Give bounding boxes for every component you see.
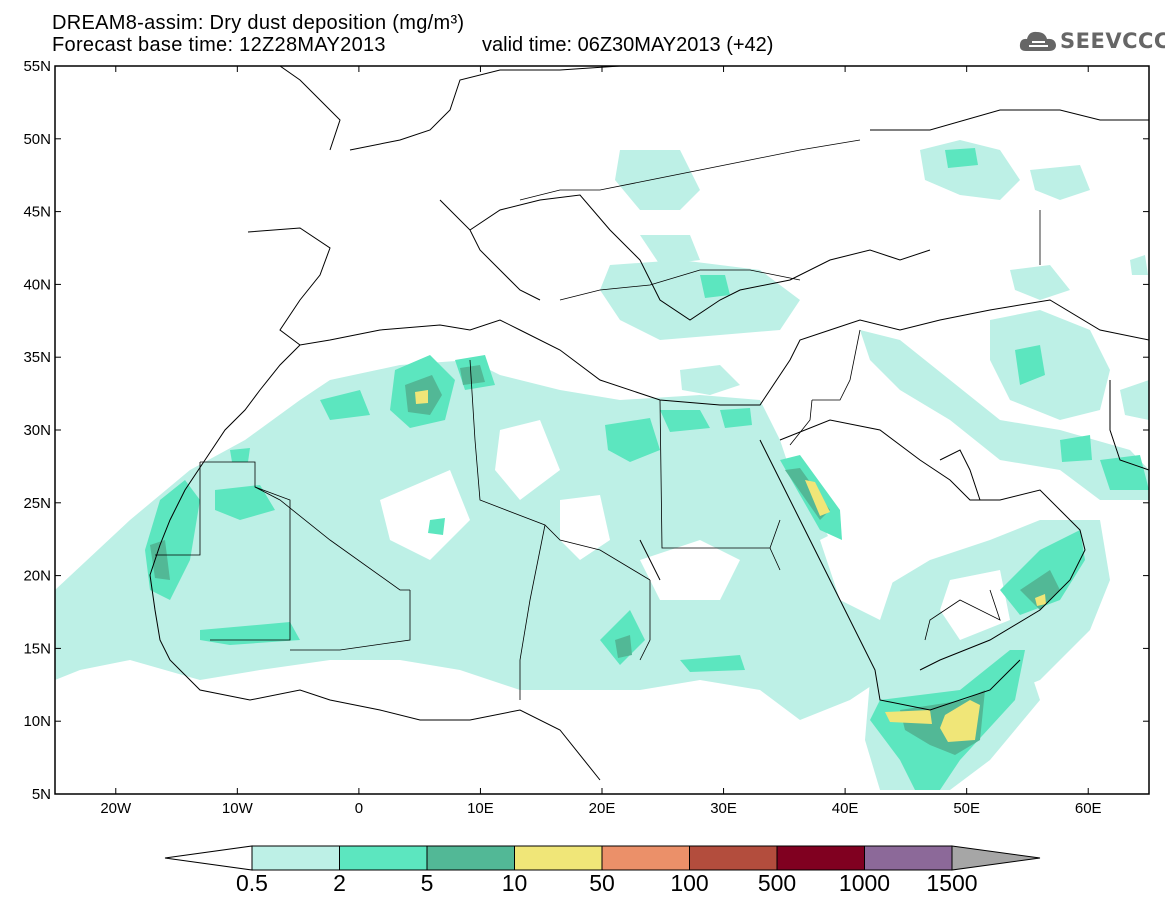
colorbar-label: 0.5 bbox=[236, 870, 268, 896]
lat-tick-label: 55N bbox=[23, 58, 51, 75]
colorbar-labels: 0.5 2 5 10 50 100 500 1000 1500 bbox=[236, 870, 978, 896]
colorbar-low-arrow bbox=[164, 845, 253, 871]
country-borders bbox=[155, 139, 1041, 700]
longitude-axis: 20W 10W 0 10E 20E 30E 40E 50E 60E bbox=[100, 66, 1102, 817]
colorbar-label: 1500 bbox=[926, 870, 977, 896]
title-valid-time: valid time: 06Z30MAY2013 (+42) bbox=[482, 34, 774, 56]
colorbar-box bbox=[689, 845, 778, 871]
lat-tick-label: 5N bbox=[32, 786, 51, 803]
lon-tick-label: 60E bbox=[1075, 800, 1102, 817]
lat-tick-label: 30N bbox=[23, 422, 51, 439]
lat-tick-label: 40N bbox=[23, 276, 51, 293]
lat-tick-label: 15N bbox=[23, 640, 51, 657]
lat-tick-label: 50N bbox=[23, 131, 51, 148]
lon-tick-label: 10W bbox=[222, 800, 254, 817]
lon-tick-label: 10E bbox=[467, 800, 494, 817]
lat-tick-label: 20N bbox=[23, 568, 51, 585]
lat-tick-label: 25N bbox=[23, 495, 51, 512]
colorbar-box bbox=[776, 845, 865, 871]
title-variable: DREAM8-assim: Dry dust deposition (mg/m³… bbox=[52, 12, 465, 34]
colorbar-box bbox=[251, 845, 340, 871]
colorbar-box bbox=[864, 845, 953, 871]
colorbar-label: 10 bbox=[502, 870, 528, 896]
contour-10-50 bbox=[415, 390, 1046, 742]
lat-tick-label: 45N bbox=[23, 204, 51, 221]
logo-text: SEEVCCC bbox=[1060, 29, 1165, 53]
colorbar-label: 1000 bbox=[839, 870, 890, 896]
colorbar-box bbox=[339, 845, 428, 871]
colorbar-label: 50 bbox=[589, 870, 615, 896]
colorbar-label: 500 bbox=[758, 870, 796, 896]
contour-gaps bbox=[200, 350, 1010, 640]
lon-tick-label: 0 bbox=[355, 800, 363, 817]
lat-tick-label: 35N bbox=[23, 349, 51, 366]
colorbar-high-arrow bbox=[951, 845, 1041, 871]
colorbar-box bbox=[426, 845, 515, 871]
coastlines-and-borders bbox=[149, 66, 1149, 781]
lat-tick-label: 10N bbox=[23, 713, 51, 730]
lon-tick-label: 40E bbox=[832, 800, 859, 817]
lon-tick-label: 50E bbox=[953, 800, 980, 817]
colorbar-label: 100 bbox=[670, 870, 708, 896]
colorbar: 0.5 2 5 10 50 100 500 1000 1500 bbox=[164, 845, 1041, 896]
colorbar-boxes bbox=[251, 845, 953, 871]
deposition-contours bbox=[55, 140, 1149, 790]
cloud-icon bbox=[1019, 31, 1056, 51]
lon-tick-label: 30E bbox=[710, 800, 737, 817]
latitude-axis: 5N 10N 15N 20N 25N 30N 35N 40N 45N 50N 55N bbox=[23, 58, 1149, 803]
lon-tick-label: 20W bbox=[100, 800, 132, 817]
colorbar-label: 5 bbox=[421, 870, 434, 896]
colorbar-box bbox=[601, 845, 690, 871]
colorbar-label: 2 bbox=[333, 870, 346, 896]
title-base-time: Forecast base time: 12Z28MAY2013 bbox=[52, 34, 386, 56]
lon-tick-label: 20E bbox=[589, 800, 616, 817]
colorbar-box bbox=[514, 845, 603, 871]
seevccc-logo: SEEVCCC bbox=[1018, 27, 1165, 55]
